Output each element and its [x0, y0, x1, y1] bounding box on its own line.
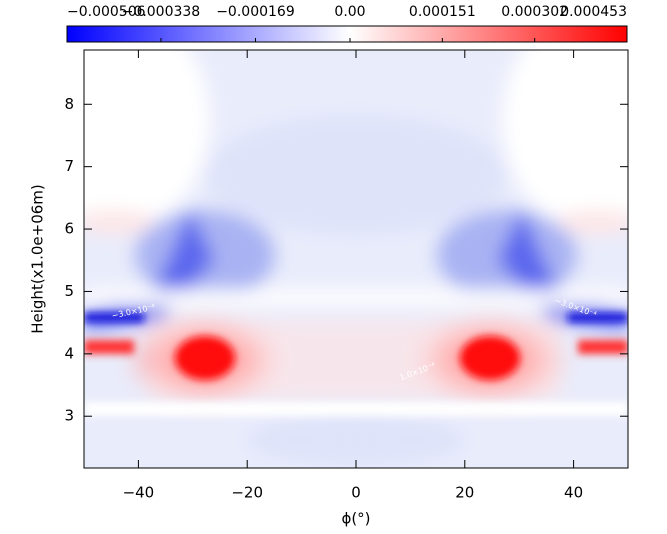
contour-field [84, 50, 628, 468]
y-tick-label: 8 [64, 95, 74, 113]
y-tick-label: 6 [64, 220, 74, 238]
x-tick-label: 0 [351, 484, 361, 502]
colorbar-tick-label: −0.000338 [122, 4, 201, 20]
colorbar-tick-label: −0.000506 [67, 4, 146, 20]
y-tick-label: 7 [64, 157, 74, 175]
colorbar-tick-label: 0.000151 [409, 4, 476, 20]
y-axis-label: Height(x1.0e+06m) [29, 184, 47, 334]
x-axis-label: ϕ(°) [341, 510, 370, 528]
colorbar-tick-label: 0.000302 [501, 4, 568, 20]
y-tick-label: 4 [64, 344, 74, 362]
x-tick-label: −20 [231, 484, 263, 502]
colorbar-tick-label: 0.000453 [560, 4, 627, 20]
x-tick-label: −40 [123, 484, 155, 502]
x-tick-label: 40 [564, 484, 583, 502]
colorbar-tick-label: −0.000169 [216, 4, 295, 20]
y-tick-label: 3 [64, 407, 74, 425]
colorbar-tick-label: 0.00 [334, 4, 365, 20]
colorbar [66, 25, 628, 43]
y-tick-label: 5 [64, 282, 74, 300]
x-tick-label: 20 [455, 484, 474, 502]
